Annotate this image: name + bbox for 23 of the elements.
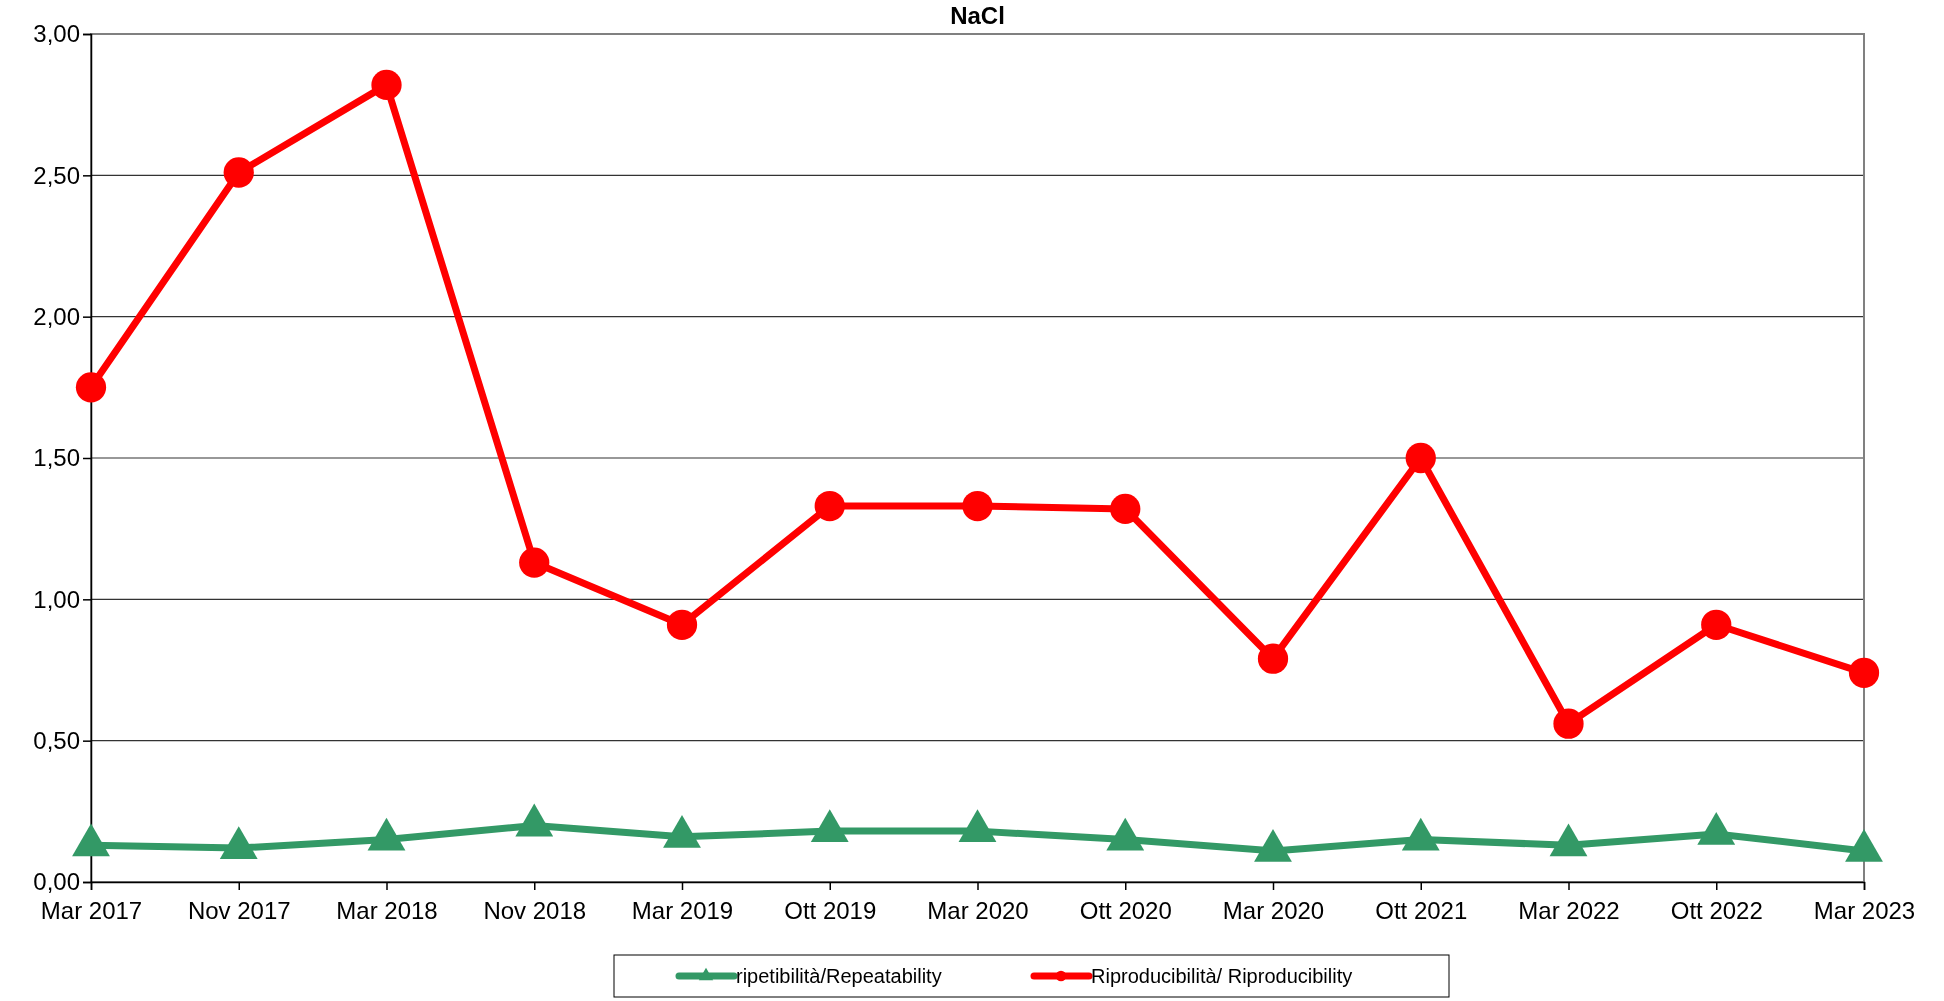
x-tick-label: Mar 2019 [631, 897, 734, 925]
y-tick-label: 1,50 [33, 444, 80, 472]
x-tick-label: Ott 2020 [1079, 897, 1172, 925]
x-tick-label: Ott 2021 [1375, 897, 1468, 925]
x-tick-label: Mar 2017 [40, 897, 143, 925]
x-tick-label: Ott 2019 [784, 897, 877, 925]
x-tick-label: Mar 2023 [1813, 897, 1916, 925]
x-tick-label: Mar 2022 [1518, 897, 1620, 925]
y-tick-label: 0,50 [33, 726, 80, 754]
x-tick-label: Nov 2018 [483, 897, 587, 925]
y-tick-label: 3,00 [33, 20, 80, 48]
x-tick-label: Nov 2017 [187, 897, 291, 925]
y-tick-label: 2,50 [33, 161, 80, 189]
legend-label: ripetibilità/Repeatability [736, 965, 942, 987]
x-tick-label: Mar 2018 [336, 897, 438, 925]
y-tick-label: 2,00 [33, 302, 80, 330]
x-tick-label: Mar 2020 [927, 897, 1029, 925]
x-tick-label: Mar 2020 [1222, 897, 1325, 925]
y-tick-label: 1,00 [33, 585, 80, 613]
chart-title: NaCl [950, 2, 1005, 29]
x-tick-label: Ott 2022 [1670, 897, 1763, 925]
y-tick-label: 0,00 [33, 868, 80, 896]
legend-label: Riproducibilità/ Riproducibility [1091, 965, 1353, 987]
